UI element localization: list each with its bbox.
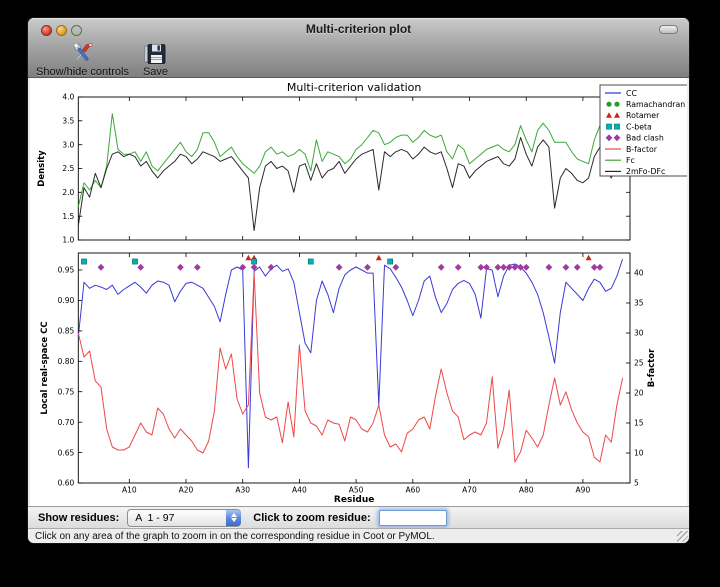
svg-text:10: 10 — [634, 449, 644, 458]
status-text: Click on any area of the graph to zoom i… — [35, 531, 435, 542]
zoom-button[interactable] — [71, 25, 82, 36]
svg-text:A90: A90 — [576, 486, 591, 495]
window: Multi-criterion plot — [28, 18, 689, 543]
svg-text:A10: A10 — [122, 486, 137, 495]
b-factor-line — [77, 272, 624, 463]
stepper-arrows-icon[interactable] — [226, 509, 242, 526]
svg-text:0.75: 0.75 — [58, 387, 75, 396]
svg-text:40: 40 — [634, 269, 644, 278]
close-button[interactable] — [41, 25, 52, 36]
density-plot[interactable]: Multi-criterion validation 1.0 1.5 2.0 2.5 3.… — [37, 81, 631, 245]
svg-text:0.70: 0.70 — [58, 418, 75, 427]
window-title: Multi-criterion plot — [305, 22, 412, 36]
c-beta-markers — [81, 258, 393, 265]
svg-text:0.95: 0.95 — [58, 266, 75, 275]
svg-text:20: 20 — [634, 389, 644, 398]
toolbar-toggle-button[interactable] — [659, 25, 678, 34]
svg-text:3.5: 3.5 — [62, 117, 74, 126]
zoom-residue-input[interactable] — [378, 509, 447, 526]
multi-criterion-plot-canvas[interactable]: Multi-criterion validation 1.0 1.5 2.0 2.5 3.… — [30, 78, 687, 506]
save-icon — [143, 41, 167, 66]
svg-text:Ramachandran: Ramachandran — [626, 100, 685, 109]
svg-text:Multi-criterion validation: Multi-criterion validation — [287, 81, 422, 94]
svg-text:B-factor: B-factor — [647, 348, 657, 387]
svg-text:B-factor: B-factor — [626, 145, 658, 154]
zoom-residue-label: Click to zoom residue: — [253, 511, 371, 524]
svg-text:35: 35 — [634, 299, 644, 308]
svg-text:0.80: 0.80 — [58, 357, 75, 366]
show-residues-select[interactable]: A 1 - 97 — [127, 508, 242, 527]
svg-text:A20: A20 — [179, 486, 194, 495]
save-button[interactable]: Save — [143, 40, 168, 78]
show-hide-controls-label: Show/hide controls — [36, 66, 129, 78]
svg-text:A80: A80 — [519, 486, 534, 495]
minimize-button[interactable] — [56, 25, 67, 36]
svg-text:15: 15 — [634, 419, 644, 428]
svg-text:Fc: Fc — [626, 156, 635, 165]
svg-text:C-beta: C-beta — [626, 122, 652, 131]
svg-text:Local real-space CC: Local real-space CC — [40, 321, 50, 414]
controls-bar: Show residues: A 1 - 97 Click to zoom re… — [28, 506, 689, 528]
svg-text:1.5: 1.5 — [62, 212, 74, 221]
svg-text:0.85: 0.85 — [58, 327, 75, 336]
svg-text:25: 25 — [634, 359, 644, 368]
plot-legend: CC Ramachandran Rotamer C-beta Bad clash B-fa… — [599, 84, 687, 177]
svg-text:Residue: Residue — [334, 495, 374, 505]
svg-text:3.0: 3.0 — [62, 140, 74, 149]
resize-grip[interactable] — [677, 531, 688, 542]
svg-text:2mFo-DFc: 2mFo-DFc — [626, 167, 665, 176]
show-hide-controls-button[interactable]: Show/hide controls — [36, 40, 129, 78]
plot-figure[interactable]: Multi-criterion validation 1.0 1.5 2.0 2.5 3.… — [30, 78, 687, 506]
save-label: Save — [142, 66, 169, 78]
2mfo-dfc-line — [77, 137, 624, 231]
svg-text:4.0: 4.0 — [62, 93, 74, 102]
titlebar[interactable]: Multi-criterion plot — [28, 18, 689, 38]
window-chrome: Multi-criterion plot — [28, 18, 689, 78]
svg-text:A50: A50 — [349, 486, 364, 495]
status-bar: Click on any area of the graph to zoom i… — [28, 528, 689, 543]
svg-text:A40: A40 — [292, 486, 307, 495]
rotamer-markers — [245, 254, 592, 261]
svg-text:A70: A70 — [462, 486, 477, 495]
toolbar: Show/hide controls — [28, 38, 689, 78]
svg-text:A30: A30 — [235, 486, 250, 495]
svg-text:30: 30 — [634, 329, 644, 338]
svg-text:1.0: 1.0 — [62, 236, 74, 245]
svg-text:Density: Density — [37, 150, 47, 187]
svg-text:Rotamer: Rotamer — [626, 111, 660, 120]
svg-text:2.5: 2.5 — [62, 164, 74, 173]
cc-line — [77, 258, 624, 469]
svg-text:0.65: 0.65 — [58, 448, 75, 457]
show-residues-label: Show residues: — [38, 511, 120, 524]
show-residues-value: A 1 - 97 — [135, 511, 175, 524]
svg-text:5: 5 — [634, 479, 639, 488]
svg-text:Bad clash: Bad clash — [626, 134, 664, 143]
fc-line — [77, 113, 624, 207]
svg-text:0.60: 0.60 — [58, 479, 75, 488]
svg-text:CC: CC — [626, 89, 637, 98]
tools-icon — [69, 41, 95, 66]
svg-text:A60: A60 — [405, 486, 420, 495]
svg-text:0.90: 0.90 — [58, 296, 75, 305]
cc-bfactor-plot[interactable]: 0.60 0.65 0.70 0.75 0.80 0.85 0.90 0.95 5 10 15 20 2… — [40, 252, 657, 505]
svg-text:2.0: 2.0 — [62, 188, 74, 197]
